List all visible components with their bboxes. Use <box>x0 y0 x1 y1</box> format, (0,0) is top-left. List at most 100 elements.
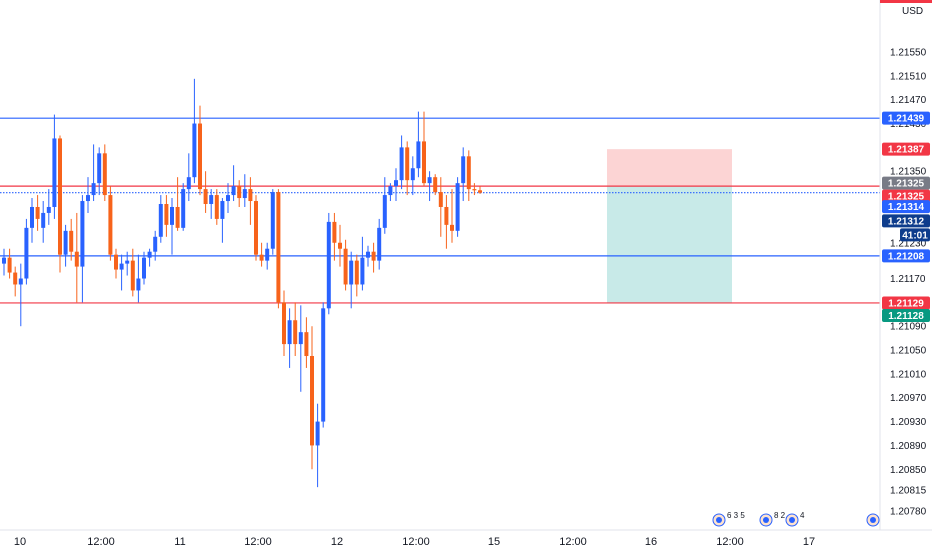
candle-body <box>315 421 320 446</box>
event-marker[interactable]: 6 3 5 <box>712 511 745 527</box>
candle-body <box>422 141 426 184</box>
y-tick-label: 1.21050 <box>890 346 927 357</box>
price-label-bg <box>882 309 930 323</box>
candle-body <box>248 189 253 202</box>
event-flag-dot-icon <box>789 517 795 523</box>
candle-body <box>108 195 113 255</box>
candle-body <box>97 153 102 184</box>
candle-body <box>259 254 264 261</box>
candle-body <box>170 206 174 225</box>
y-tick-label: 1.21550 <box>890 48 927 59</box>
price-label: 1.21387 <box>888 145 925 156</box>
candle-body <box>35 206 40 219</box>
candle-body <box>24 227 29 279</box>
candle-body <box>349 260 354 285</box>
candle-body <box>254 201 258 255</box>
y-tick-label: 1.21090 <box>890 322 927 333</box>
y-tick-label: 1.20850 <box>890 465 927 476</box>
horizontal-lines[interactable] <box>0 117 880 304</box>
y-tick-label: 1.21510 <box>890 71 927 82</box>
price-label: 1.21314 <box>888 202 925 213</box>
y-tick-label: 1.20815 <box>890 486 927 497</box>
price-label: 1.21325 <box>888 192 925 203</box>
price-axis-top-bar <box>880 0 932 3</box>
price-label-bg <box>900 228 930 242</box>
event-flag-dot-icon <box>716 517 722 523</box>
x-tick-label: 12:00 <box>716 536 744 548</box>
event-marker[interactable] <box>866 513 880 527</box>
position-tool[interactable] <box>607 149 732 304</box>
candle-body <box>282 302 286 345</box>
candle-body <box>63 230 68 255</box>
candle-body <box>74 251 79 267</box>
x-tick-label: 16 <box>645 536 657 548</box>
candle-body <box>186 177 191 190</box>
price-label-bg <box>882 176 930 190</box>
candle-body <box>410 168 415 181</box>
stop-loss-zone[interactable] <box>607 149 732 187</box>
candle-body <box>321 308 326 422</box>
candle-body <box>2 257 6 264</box>
candle-body <box>242 189 247 199</box>
candle-body <box>231 186 236 196</box>
candle-body <box>46 206 51 213</box>
candle-body <box>298 332 303 345</box>
candle-body <box>478 190 482 193</box>
price-axis-bg <box>880 0 932 550</box>
price-label: 1.21129 <box>888 298 924 309</box>
candle-body <box>405 147 410 181</box>
candle-body <box>114 254 118 270</box>
x-tick-label: 12:00 <box>87 536 115 548</box>
event-marker[interactable]: 4 <box>785 511 805 527</box>
x-tick-label: 17 <box>803 536 815 548</box>
take-profit-zone[interactable] <box>607 186 732 304</box>
candle-body <box>366 251 370 258</box>
candle-body <box>130 260 135 291</box>
candle-body <box>198 123 202 190</box>
price-axis[interactable]: USD <box>879 0 932 550</box>
candle-body <box>382 195 387 228</box>
event-markers[interactable]: 6 3 5 8 2 4 <box>712 511 880 527</box>
candle-body <box>371 251 376 261</box>
candle-body <box>293 320 298 345</box>
x-tick-label: 10 <box>14 536 26 548</box>
candle-body <box>332 221 337 243</box>
event-count: 6 3 5 <box>727 511 745 520</box>
time-axis[interactable]: 10 12:00 11 12:00 12 12:00 15 12:00 16 12:00 17 <box>0 529 932 548</box>
price-label: 1.21312 <box>888 216 925 227</box>
candle-body <box>220 201 225 219</box>
x-tick-label: 12 <box>331 536 343 548</box>
candle-body <box>181 189 186 228</box>
candle-body <box>52 138 57 207</box>
price-label: 41:01 <box>902 230 928 241</box>
candle-body <box>7 257 12 273</box>
candle-body <box>136 278 141 291</box>
candle-body <box>394 180 398 187</box>
candle-body <box>147 251 152 258</box>
event-count: 8 2 <box>774 511 786 520</box>
event-flag-dot-icon <box>763 517 769 523</box>
candle-body <box>41 212 46 228</box>
candle-body <box>270 192 275 249</box>
candle-body <box>30 206 34 228</box>
candle-body <box>69 230 74 252</box>
candle-body <box>399 147 404 181</box>
price-label-bg <box>882 111 930 125</box>
price-label-bg <box>882 189 930 203</box>
candle-body <box>433 177 438 193</box>
candle-body <box>287 320 292 345</box>
candle-body <box>466 156 471 190</box>
candle-body <box>58 138 62 255</box>
event-marker[interactable]: 8 2 <box>759 511 786 527</box>
price-labels: 1.214391.213871.213251.213251.213141.213… <box>882 111 930 323</box>
candle-body <box>304 332 309 357</box>
candle-body <box>192 123 197 178</box>
candle-body <box>209 195 214 205</box>
y-tick-label: 1.20970 <box>890 393 927 404</box>
candle-body <box>338 242 342 249</box>
price-label: 1.21128 <box>888 311 924 322</box>
y-tick-label: 1.20780 <box>890 507 927 518</box>
candle-body <box>91 183 96 196</box>
